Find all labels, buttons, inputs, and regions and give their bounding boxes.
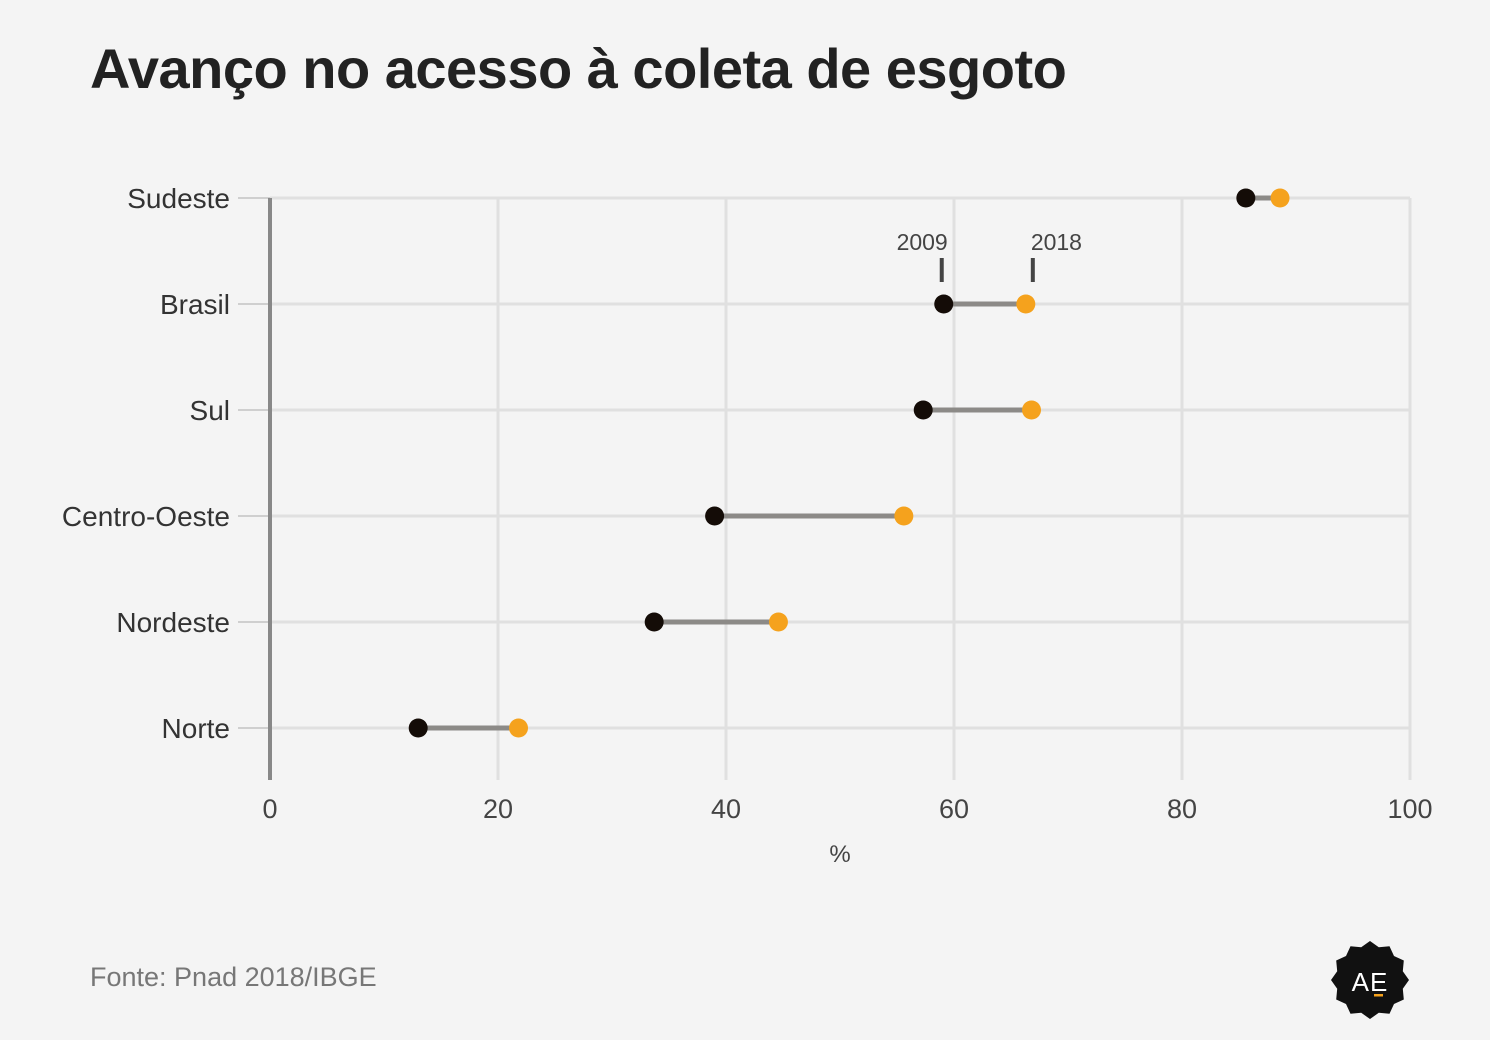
logo-text: AE [1352,967,1389,997]
annotation-layer: 2009 2018 [897,229,1082,282]
grid-layer [270,196,1412,780]
annotation-2009-label: 2009 [897,229,948,255]
point-2009 [644,612,664,632]
point-2009 [408,718,428,738]
x-tick-label: 0 [262,794,277,824]
point-2018 [768,612,788,632]
x-tick-label: 20 [483,794,513,824]
x-tick-label: 100 [1387,794,1432,824]
x-axis-title: % [829,841,850,868]
category-label: Sul [190,395,230,426]
marks-layer [408,188,1290,738]
axis-layer: Sudeste Brasil Sul Centro-Oeste Nordeste Nort… [62,183,1433,868]
point-2018 [894,506,914,526]
point-2018 [1016,294,1036,314]
point-2018 [509,718,529,738]
x-tick-label: 80 [1167,794,1197,824]
point-2009 [934,294,954,314]
annotation-2018-label: 2018 [1031,229,1082,255]
category-label: Brasil [160,289,230,320]
category-label: Norte [162,713,230,744]
brand-logo-icon: AE [1331,941,1409,1019]
x-tick-label: 60 [939,794,969,824]
x-tick-label: 40 [711,794,741,824]
logo-badge [1331,941,1409,1019]
category-label: Sudeste [127,183,230,214]
logo-accent [1374,994,1383,997]
category-label: Nordeste [116,607,230,638]
category-label: Centro-Oeste [62,501,230,532]
point-2018 [1022,400,1042,420]
point-2009 [913,400,933,420]
point-2018 [1270,188,1290,208]
point-2009 [705,506,725,526]
chart-title: Avanço no acesso à coleta de esgoto [90,37,1067,100]
source-note: Fonte: Pnad 2018/IBGE [90,962,377,992]
point-2009 [1236,188,1256,208]
